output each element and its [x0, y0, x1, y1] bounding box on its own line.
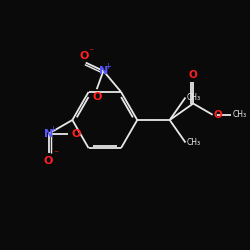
Text: ⁻: ⁻: [53, 150, 58, 160]
Text: ⁻: ⁻: [88, 47, 93, 57]
Text: +: +: [104, 62, 111, 71]
Text: O: O: [189, 70, 198, 80]
Text: O: O: [92, 92, 102, 102]
Text: O: O: [44, 156, 53, 166]
Text: N: N: [44, 129, 53, 139]
Text: CH₃: CH₃: [233, 110, 247, 119]
Text: CH₃: CH₃: [187, 138, 201, 147]
Text: O: O: [79, 52, 88, 62]
Text: O: O: [214, 110, 223, 120]
Text: N: N: [99, 66, 108, 76]
Text: O: O: [71, 129, 81, 139]
Text: CH₃: CH₃: [187, 93, 201, 102]
Text: +: +: [50, 125, 56, 134]
